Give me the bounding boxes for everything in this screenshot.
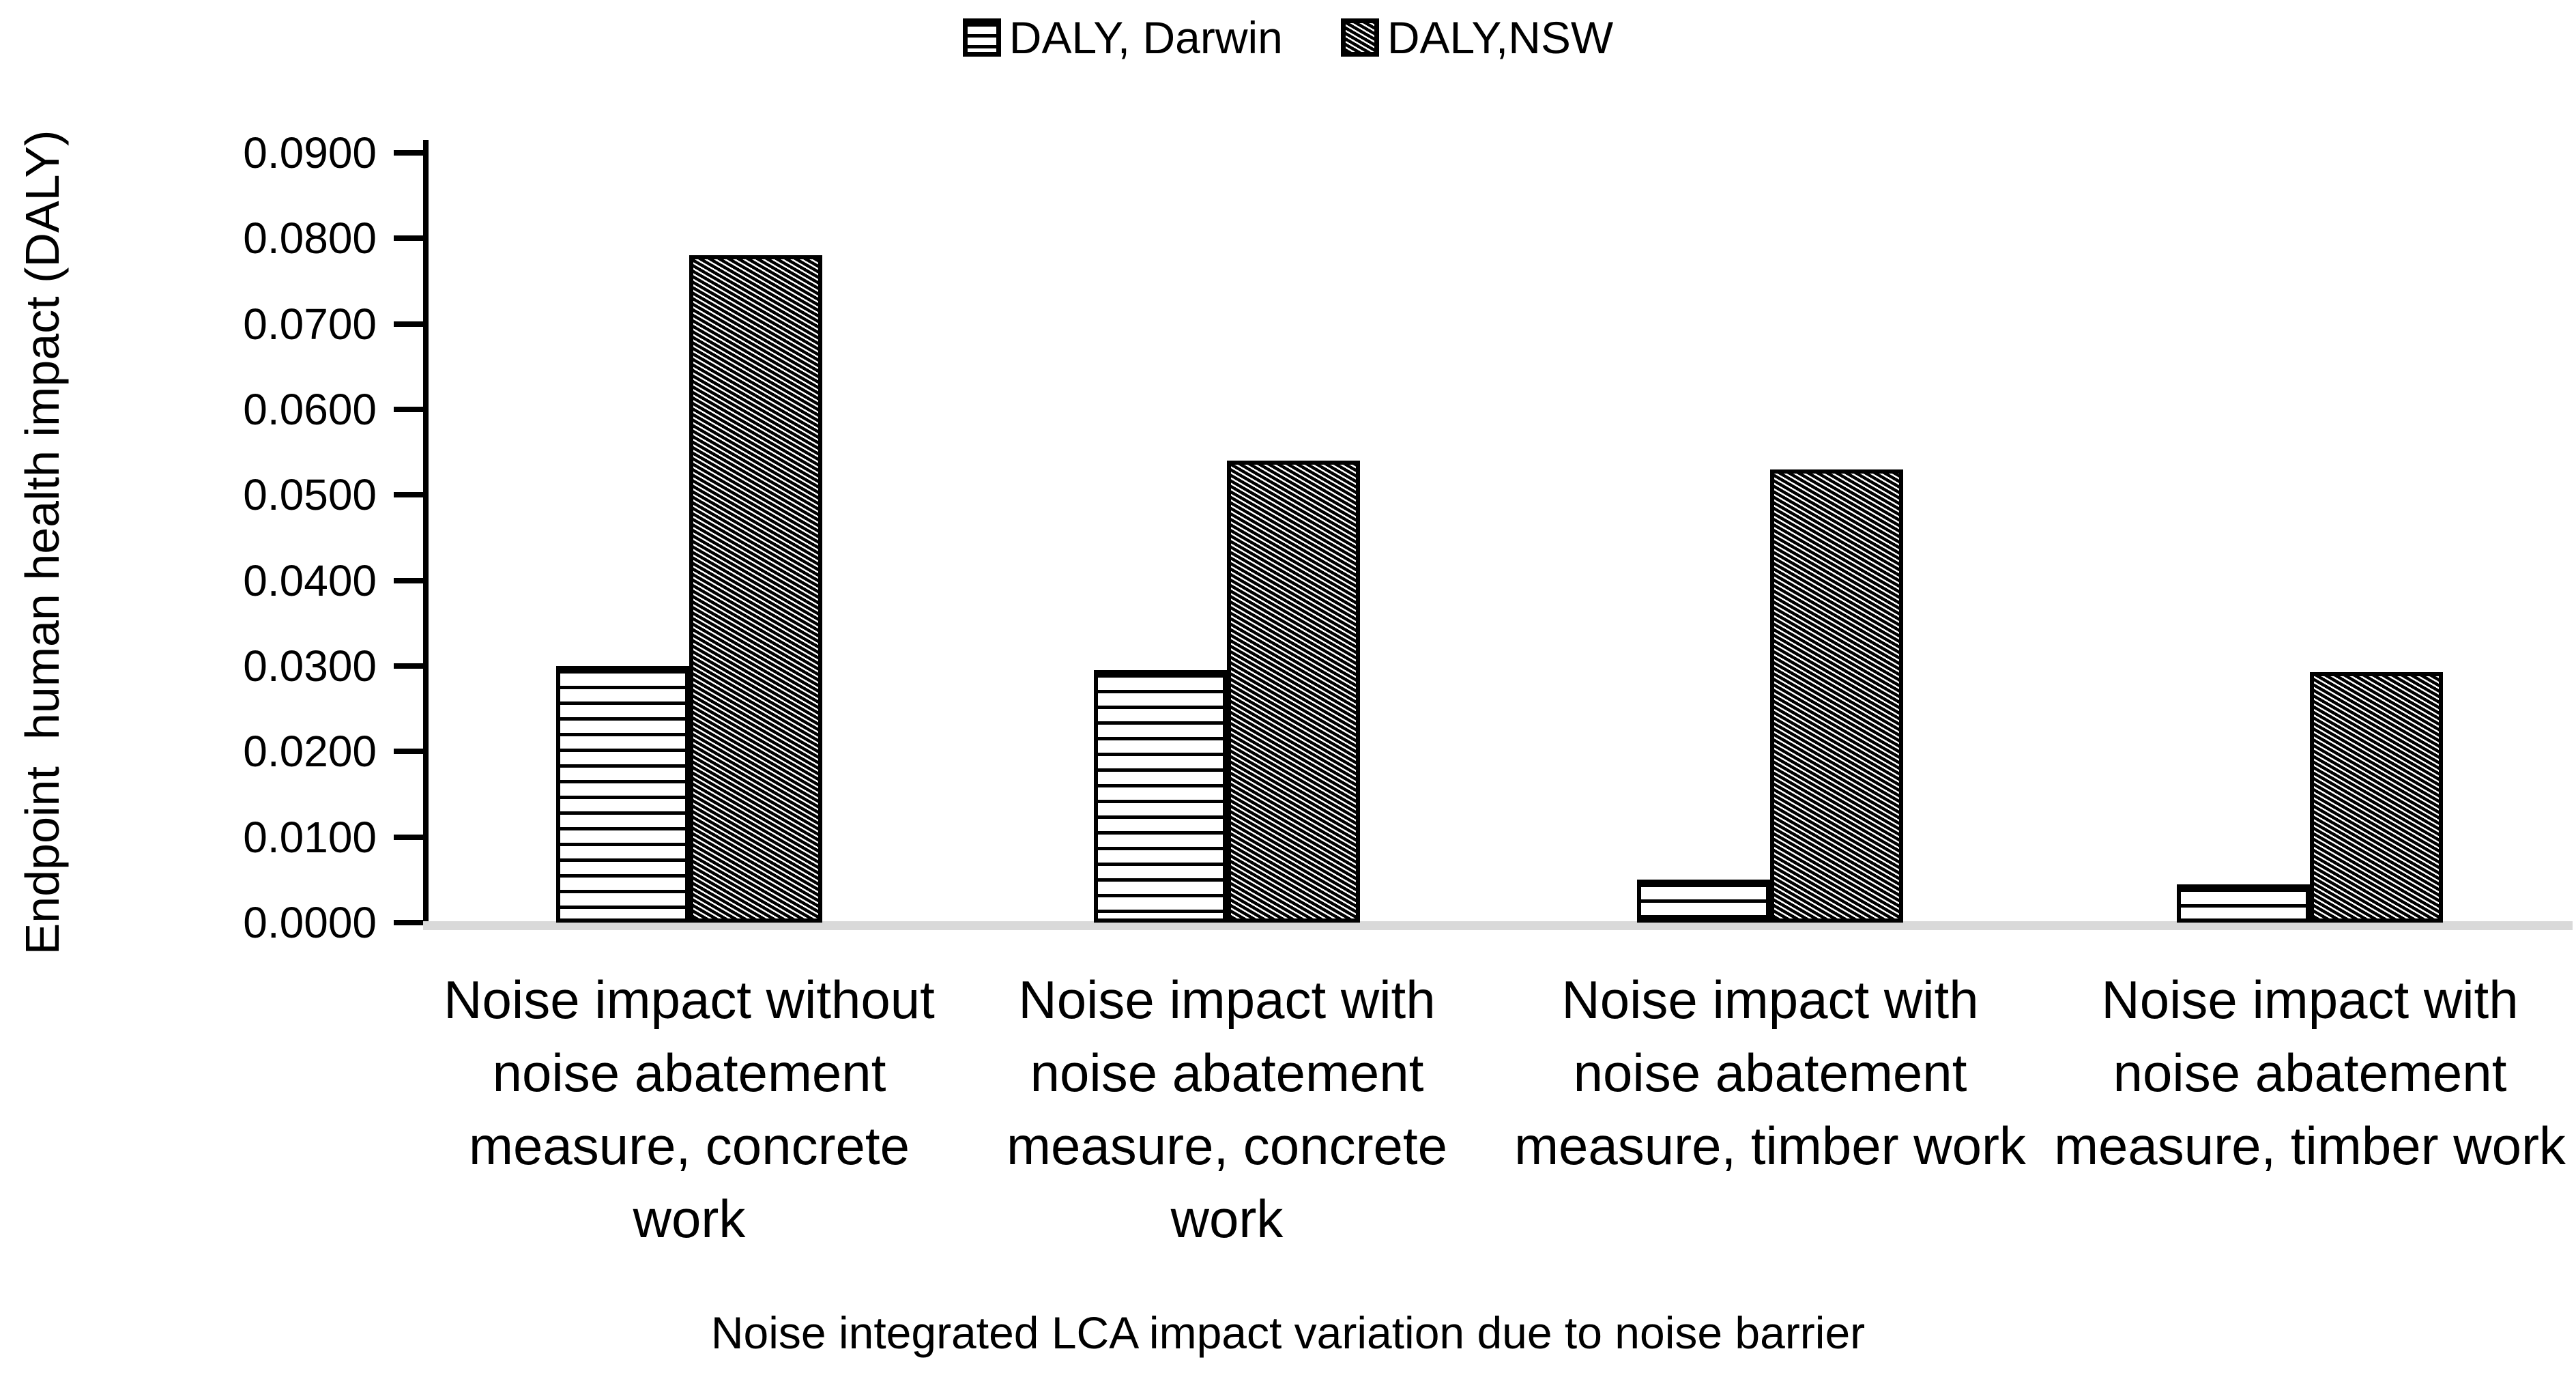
y-tick-label: 0.0200 <box>243 727 377 777</box>
y-tick-mark <box>394 235 424 242</box>
y-tick-label: 0.0800 <box>243 214 377 263</box>
legend-label-darwin: DALY, Darwin <box>1009 12 1283 63</box>
legend-item-daly-nsw: DALY,NSW <box>1340 12 1614 63</box>
legend-swatch-nsw-icon <box>1340 18 1379 57</box>
y-tick-mark <box>394 834 424 840</box>
y-tick-mark <box>394 920 424 925</box>
category-label-group1: Noise impact without noise abatement mea… <box>444 970 935 1249</box>
bar-nsw-group3 <box>1770 469 1903 923</box>
legend-swatch-darwin-icon <box>962 18 1001 57</box>
bar-darwin-group2 <box>1094 670 1227 923</box>
y-axis-title: Endpoint human health impact (DALY) <box>16 130 69 955</box>
category-label-group2: Noise impact with noise abatement measur… <box>1007 970 1447 1249</box>
y-tick-mark <box>394 407 424 413</box>
bar-nsw-group1 <box>689 255 822 923</box>
bar-nsw-group2 <box>1227 461 1360 923</box>
y-tick-mark <box>394 749 424 755</box>
y-tick-mark <box>394 150 424 156</box>
x-axis-baseline <box>423 921 2573 930</box>
legend-item-daly-darwin: DALY, Darwin <box>962 12 1283 63</box>
bar-nsw-group4 <box>2310 672 2443 923</box>
category-label-group3: Noise impact with noise abatement measur… <box>1514 970 2026 1176</box>
legend-label-nsw: DALY,NSW <box>1387 12 1614 63</box>
y-tick-mark <box>394 321 424 327</box>
y-tick-label: 0.0100 <box>243 812 377 862</box>
y-tick-label: 0.0500 <box>243 470 377 520</box>
y-tick-label: 0.0300 <box>243 641 377 691</box>
y-tick-label: 0.0600 <box>243 385 377 435</box>
y-axis-line <box>423 140 429 923</box>
bar-darwin-group4 <box>2177 884 2310 923</box>
category-label-group4: Noise impact with noise abatement measur… <box>2054 970 2566 1176</box>
y-tick-mark <box>394 663 424 669</box>
legend: DALY, Darwin DALY,NSW <box>0 15 2576 60</box>
y-tick-mark <box>394 492 424 498</box>
y-tick-label: 0.0000 <box>243 898 377 947</box>
bar-darwin-group1 <box>556 666 689 923</box>
y-tick-label: 0.0400 <box>243 555 377 605</box>
x-axis-title: Noise integrated LCA impact variation du… <box>710 1307 1866 1358</box>
y-tick-mark <box>394 577 424 583</box>
y-tick-label: 0.0700 <box>243 299 377 349</box>
y-tick-label: 0.0900 <box>243 128 377 178</box>
bar-darwin-group3 <box>1637 880 1770 923</box>
